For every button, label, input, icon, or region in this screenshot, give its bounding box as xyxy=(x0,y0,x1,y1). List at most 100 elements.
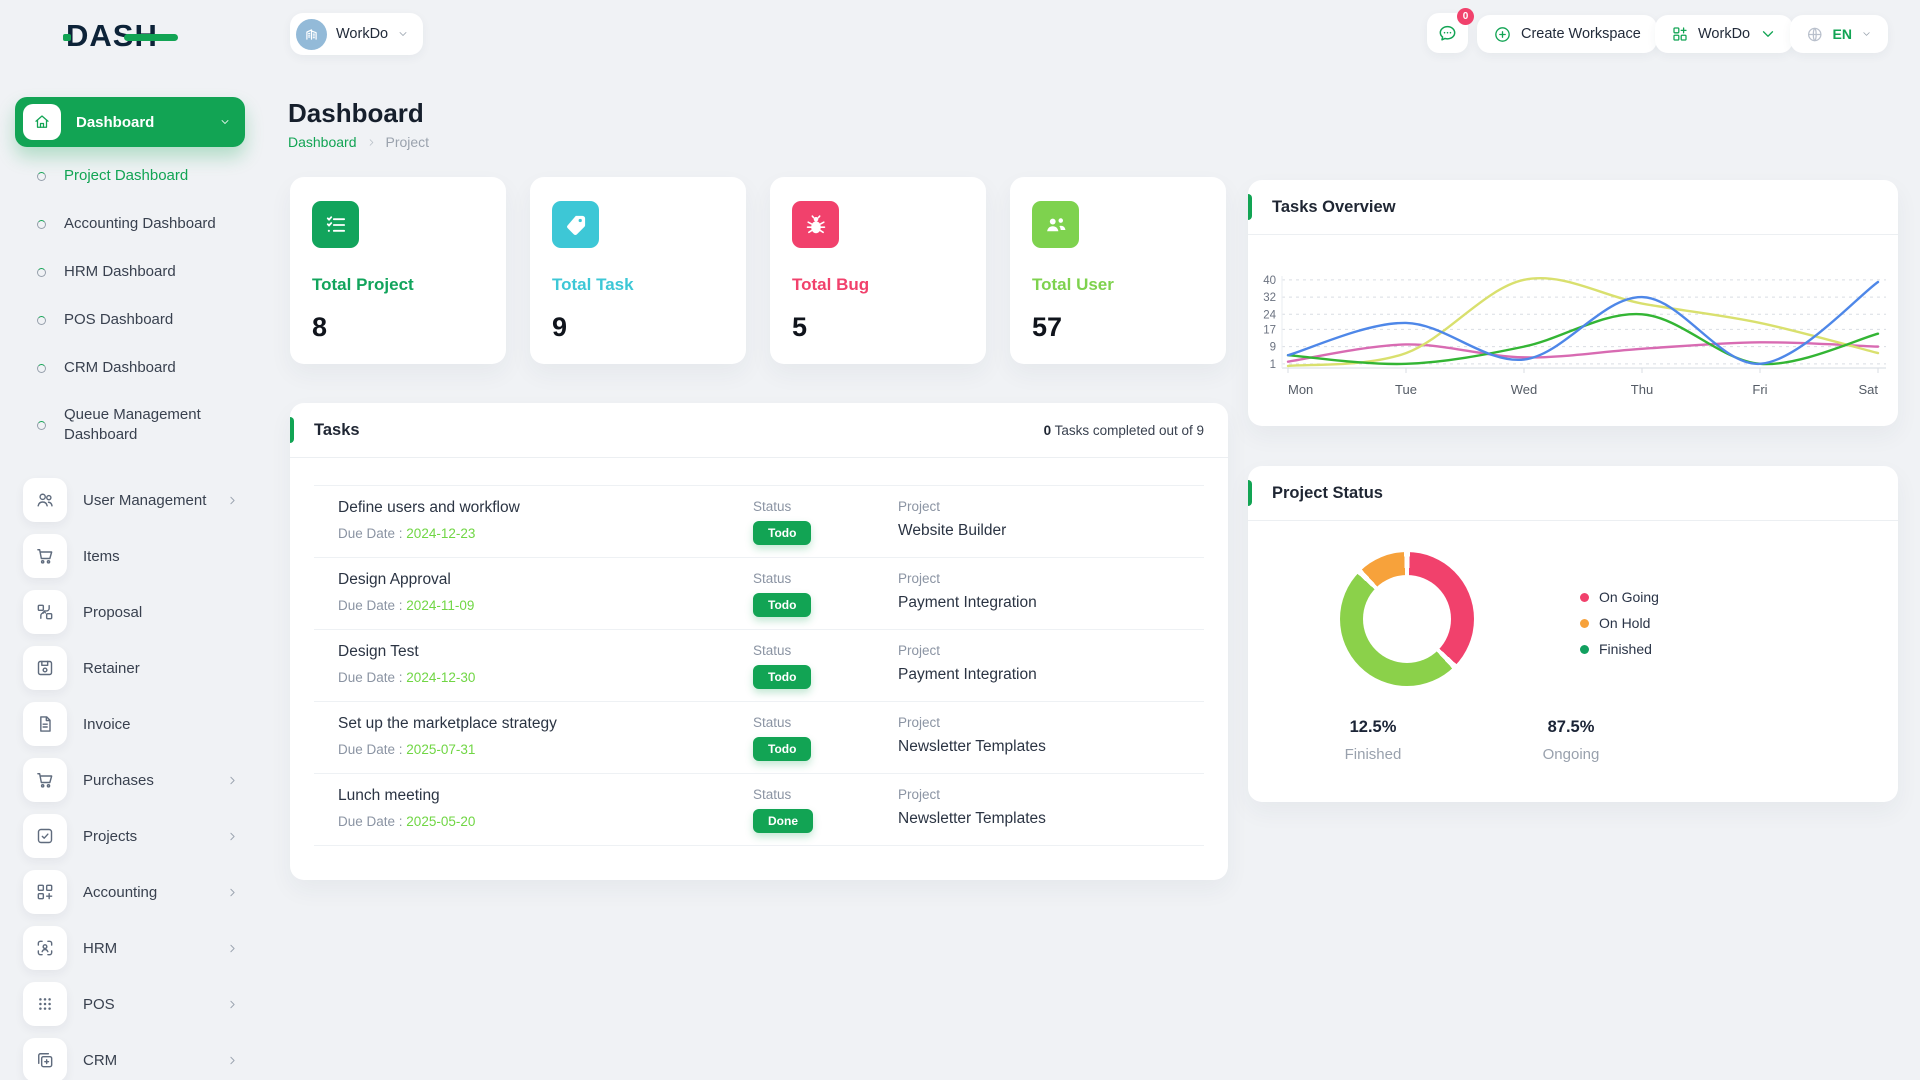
sidebar-item-invoice[interactable]: Invoice xyxy=(15,696,245,752)
status-badge: Todo xyxy=(753,737,812,761)
task-due-date: Due Date : 2024-12-23 xyxy=(338,526,476,541)
globe-icon xyxy=(1806,25,1824,44)
sidebar-item-label: HRM Dashboard xyxy=(64,262,176,280)
app-menu-button[interactable]: WorkDo xyxy=(1655,15,1794,53)
sidebar-item-label: CRM xyxy=(83,1051,118,1069)
cart-icon xyxy=(35,546,55,566)
project-name: Newsletter Templates xyxy=(898,810,1046,827)
task-status-cell: Status Todo xyxy=(753,715,898,773)
legend-dot-icon xyxy=(1580,644,1589,654)
sidebar-item-proposal[interactable]: Proposal xyxy=(15,584,245,640)
task-name: Set up the marketplace strategy xyxy=(338,715,557,732)
project-status-donut-chart xyxy=(1340,552,1474,686)
task-main: Design Approval Due Date : 2024-11-09 xyxy=(338,571,753,629)
ongoing-label: Ongoing xyxy=(1542,746,1600,763)
sidebar-item-label: POS Dashboard xyxy=(64,310,174,328)
icon-tile xyxy=(23,870,67,914)
checklist-icon xyxy=(323,212,349,238)
sidebar-item-crm[interactable]: CRM xyxy=(15,1032,245,1080)
breadcrumb-current: Project xyxy=(385,134,430,150)
sidebar-item-pos-dashboard[interactable]: POS Dashboard xyxy=(15,296,245,344)
sidebar-item-user-management[interactable]: User Management xyxy=(15,472,245,528)
project-label: Project xyxy=(898,715,941,730)
workspace-selector[interactable]: WorkDo xyxy=(290,13,424,55)
status-label: Status xyxy=(753,499,792,514)
sidebar-item-label: POS xyxy=(83,995,115,1013)
bullet-icon xyxy=(37,315,46,325)
sidebar-item-projects[interactable]: Projects xyxy=(15,808,245,864)
svg-text:Wed: Wed xyxy=(1511,382,1538,397)
users-fill-icon xyxy=(1043,212,1069,238)
legend-item-on-hold: On Hold xyxy=(1580,610,1659,636)
icon-tile xyxy=(23,646,67,690)
sidebar-item-accounting-dashboard[interactable]: Accounting Dashboard xyxy=(15,200,245,248)
project-label: Project xyxy=(898,643,941,658)
legend-label: Finished xyxy=(1599,641,1652,657)
donut-hole xyxy=(1363,575,1451,663)
sidebar-item-project-dashboard[interactable]: Project Dashboard xyxy=(15,152,245,200)
sidebar-item-crm-dashboard[interactable]: CRM Dashboard xyxy=(15,344,245,392)
sidebar-item-label: Dashboard xyxy=(76,113,155,131)
task-row: Lunch meeting Due Date : 2025-05-20 Status… xyxy=(314,774,1204,846)
sidebar-item-pos[interactable]: POS xyxy=(15,976,245,1032)
messages-button[interactable]: 0 xyxy=(1427,8,1474,53)
task-name: Design Test xyxy=(338,643,419,660)
pos-icon xyxy=(35,994,55,1014)
brand-logo: DASH xyxy=(63,18,178,54)
sidebar-item-purchases[interactable]: Purchases xyxy=(15,752,245,808)
dashboard-submenu: Project Dashboard Accounting Dashboard HRM… xyxy=(15,152,245,458)
sidebar-item-queue-management-dashboard[interactable]: Queue Management Dashboard xyxy=(15,392,245,458)
sidebar-item-label: Queue Management Dashboard xyxy=(64,405,201,443)
svg-text:1: 1 xyxy=(1270,359,1276,371)
bullet-icon xyxy=(37,363,46,373)
finished-label: Finished xyxy=(1344,746,1402,763)
task-project-cell: Project Payment Integration xyxy=(898,643,1180,701)
task-status-cell: Status Done xyxy=(753,787,898,845)
language-selector[interactable]: EN xyxy=(1790,15,1888,53)
status-label: Status xyxy=(753,643,792,658)
project-name: Payment Integration xyxy=(898,666,1037,683)
svg-text:Thu: Thu xyxy=(1631,382,1653,397)
bullet-icon xyxy=(37,267,46,277)
sidebar-item-hrm[interactable]: HRM xyxy=(15,920,245,976)
task-status-cell: Status Todo xyxy=(753,571,898,629)
create-workspace-label: Create Workspace xyxy=(1521,26,1641,42)
chevron-right-icon xyxy=(226,830,239,843)
sidebar-menu: User Management Items Proposal Retainer Invo… xyxy=(15,472,245,1080)
app-menu-label: WorkDo xyxy=(1698,26,1751,42)
sidebar: Dashboard Project Dashboard Accounting Da… xyxy=(15,97,245,1080)
svg-text:40: 40 xyxy=(1263,275,1276,287)
chevron-right-icon xyxy=(226,886,239,899)
sidebar-item-label: Accounting xyxy=(83,883,158,901)
stat-label: Total Project xyxy=(312,275,414,294)
sidebar-item-accounting[interactable]: Accounting xyxy=(15,864,245,920)
sidebar-item-hrm-dashboard[interactable]: HRM Dashboard xyxy=(15,248,245,296)
sidebar-item-dashboard[interactable]: Dashboard xyxy=(15,97,245,147)
svg-text:Tue: Tue xyxy=(1395,382,1417,397)
sidebar-item-label: CRM Dashboard xyxy=(64,358,176,376)
chevron-right-icon xyxy=(226,998,239,1011)
sidebar-item-label: User Management xyxy=(83,491,207,509)
svg-text:Mon: Mon xyxy=(1288,382,1313,397)
sidebar-item-label: Items xyxy=(83,547,120,565)
plus-circle-icon xyxy=(1493,25,1512,44)
legend-item-finished: Finished xyxy=(1580,636,1659,662)
sidebar-item-items[interactable]: Items xyxy=(15,528,245,584)
task-name: Define users and workflow xyxy=(338,499,520,516)
task-status-cell: Status Todo xyxy=(753,643,898,701)
sidebar-item-label: Accounting Dashboard xyxy=(64,214,216,232)
breadcrumb-link-dashboard[interactable]: Dashboard xyxy=(288,134,357,150)
tasks-overview-title: Tasks Overview xyxy=(1272,197,1396,216)
project-label: Project xyxy=(898,571,941,586)
tag-icon xyxy=(563,212,589,238)
chat-icon xyxy=(1437,23,1458,44)
sidebar-item-retainer[interactable]: Retainer xyxy=(15,640,245,696)
ongoing-stat: 87.5% Ongoing xyxy=(1496,718,1646,763)
icon-tile xyxy=(23,590,67,634)
stat-icon-tile xyxy=(1032,201,1079,248)
task-main: Design Test Due Date : 2024-12-30 xyxy=(338,643,753,701)
create-workspace-button[interactable]: Create Workspace xyxy=(1477,15,1657,53)
project-name: Newsletter Templates xyxy=(898,738,1046,755)
task-main: Set up the marketplace strategy Due Date … xyxy=(338,715,753,773)
status-badge: Done xyxy=(753,809,813,833)
